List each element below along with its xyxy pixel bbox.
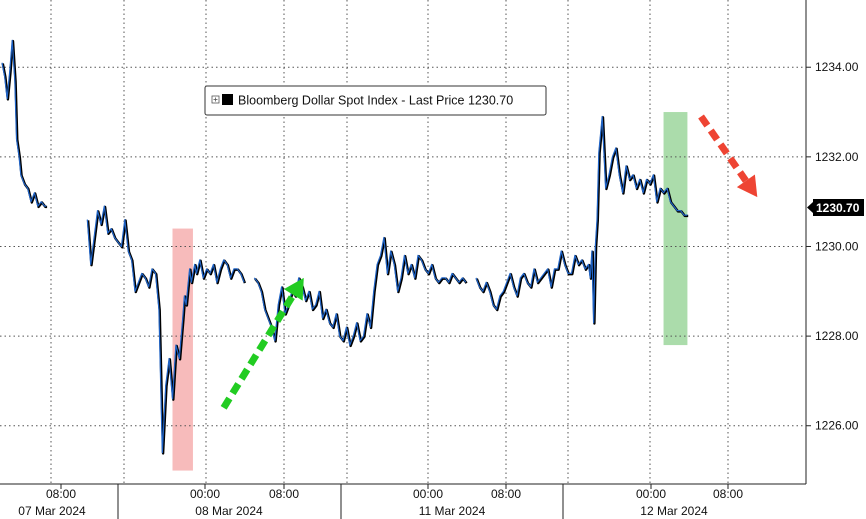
y-axis-ticks: 1226.00 1228.00 1230.00 1232.00 1234.00 <box>806 60 859 433</box>
x-time-label-0: 08:00 <box>46 487 76 501</box>
axes <box>0 0 807 485</box>
series-shadow-0-0 <box>1 39 48 209</box>
series-line-0-1 <box>86 205 245 454</box>
red-down-arrow-head <box>736 174 758 198</box>
green-box <box>663 112 688 346</box>
green-up-arrow-head <box>283 277 304 301</box>
x-time-label-5: 00:00 <box>636 487 666 501</box>
y-tick-label-2: 1230.00 <box>815 239 859 253</box>
last-price-value: 1230.70 <box>816 201 860 215</box>
x-date-label-3: 12 Mar 2024 <box>640 504 708 518</box>
red-down-arrow-shaft <box>698 114 749 183</box>
x-axis-ticks: 08:00 00:00 08:00 00:00 08:00 00:00 08:00 07 Ma… <box>18 484 743 519</box>
x-time-label-6: 08:00 <box>713 487 743 501</box>
last-price-pointer <box>807 202 813 213</box>
y-tick-label-4: 1234.00 <box>815 60 859 74</box>
x-time-label-2: 08:00 <box>269 487 299 501</box>
last-price-box <box>813 199 864 216</box>
legend-box <box>204 85 547 116</box>
grid <box>0 0 806 484</box>
series-shadow-0-3 <box>475 116 689 325</box>
series-line-0-2 <box>253 236 467 346</box>
series-shadow-0-2 <box>254 237 468 348</box>
last-price-tag: 1230.70 <box>807 199 864 216</box>
series-shadow-0-1 <box>86 205 247 455</box>
x-date-label-1: 08 Mar 2024 <box>195 504 263 518</box>
x-date-label-0: 07 Mar 2024 <box>18 504 86 518</box>
x-time-label-3: 00:00 <box>413 487 443 501</box>
y-tick-label-1: 1228.00 <box>815 329 859 343</box>
y-tick-label-0: 1226.00 <box>815 419 859 433</box>
legend-swatch-icon <box>222 94 233 105</box>
annotation-arrows <box>220 114 758 410</box>
x-time-label-1: 00:00 <box>190 487 220 501</box>
green-up-arrow-shaft <box>220 293 297 410</box>
legend-label: Bloomberg Dollar Spot Index - Last Price… <box>238 94 513 108</box>
legend: Bloomberg Dollar Spot Index - Last Price… <box>204 85 547 116</box>
x-date-label-2: 11 Mar 2024 <box>419 504 486 518</box>
x-time-label-4: 08:00 <box>491 487 521 501</box>
series-line-0-0 <box>1 39 47 207</box>
y-tick-label-3: 1232.00 <box>815 150 859 164</box>
series-line-0-3 <box>475 115 688 324</box>
